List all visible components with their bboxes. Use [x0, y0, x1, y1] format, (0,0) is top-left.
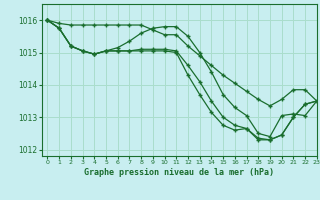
X-axis label: Graphe pression niveau de la mer (hPa): Graphe pression niveau de la mer (hPa) — [84, 168, 274, 177]
